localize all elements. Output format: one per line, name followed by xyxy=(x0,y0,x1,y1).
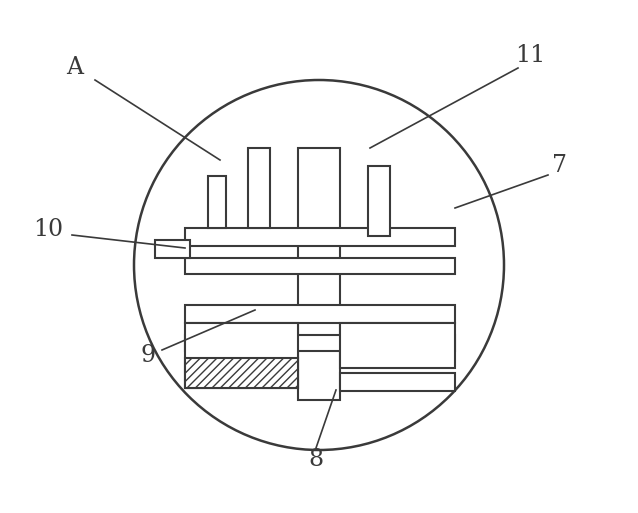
Text: A: A xyxy=(66,56,84,80)
Bar xyxy=(340,323,455,368)
Bar xyxy=(340,373,455,391)
Bar xyxy=(248,148,270,228)
Text: 8: 8 xyxy=(308,448,323,471)
Text: 11: 11 xyxy=(515,44,545,67)
Bar xyxy=(298,148,340,400)
Bar xyxy=(185,335,455,351)
Bar xyxy=(185,305,455,323)
Text: 7: 7 xyxy=(553,153,567,176)
Bar xyxy=(208,176,226,228)
Bar xyxy=(185,258,455,274)
Bar xyxy=(155,240,190,258)
Bar xyxy=(185,228,455,246)
Text: 10: 10 xyxy=(33,219,63,242)
Bar xyxy=(185,323,298,388)
Bar xyxy=(368,166,390,236)
Text: 9: 9 xyxy=(140,344,156,366)
Bar xyxy=(185,358,298,388)
